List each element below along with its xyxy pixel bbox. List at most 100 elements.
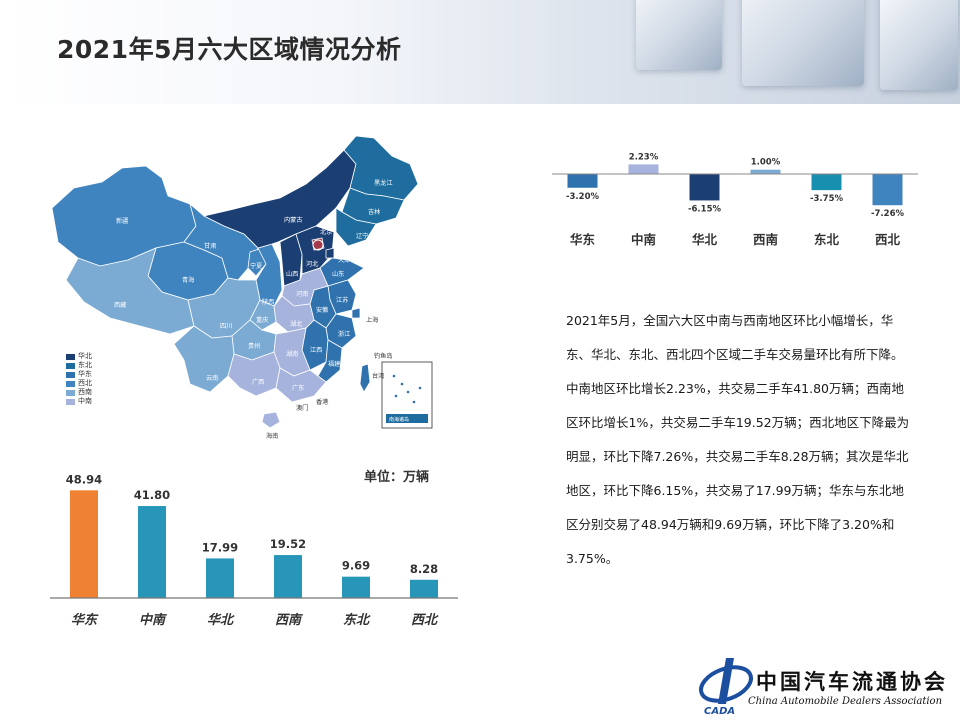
volume-bar [206,558,234,598]
mom-bar [750,169,781,174]
map-region-shanghai [351,307,361,319]
mom-value-label: -6.15% [688,204,721,214]
commentary-paragraph: 中南地区环比增长2.23%，共交易二手车41.80万辆；西南地区环比增长1%，共… [566,381,910,566]
map-label: 广西 [252,378,264,386]
mom-value-label: -3.20% [566,192,599,202]
volume-value-label: 41.80 [134,488,170,502]
map-label: 宁夏 [250,262,262,270]
map-label: 云南 [206,374,218,382]
mom-category-label: 西北 [875,232,901,247]
map-legend-item: 西南 [66,388,92,397]
header-cube-decoration [742,0,864,86]
map-region-yunnan [173,325,235,393]
mom-category-label: 中南 [631,232,657,247]
map-label: 澳门 [296,404,308,412]
south-china-sea-inset-label-bg [386,414,428,423]
legend-swatch-huadong [66,371,75,378]
logo-abbr: CADA [704,706,735,717]
map-legend-item: 东北 [66,361,92,370]
volume-value-label: 8.28 [410,562,438,576]
map-label: 上海 [366,316,378,324]
volume-category-label: 西南 [275,612,303,628]
unit-label: 单位：万辆 [364,470,430,485]
map-label: 新疆 [116,217,128,225]
cada-emblem-icon: CADA [699,658,753,717]
volume-value-label: 48.94 [66,472,102,486]
legend-swatch-huabei [66,353,75,360]
map-legend-item: 华北 [66,352,92,361]
legend-swatch-zhongnan [66,398,75,405]
volume-bar [70,490,98,598]
map-label: 贵州 [248,342,260,350]
map-region-tianjin [325,247,335,259]
map-region-liaoning [335,207,377,247]
map-region-hubei [273,295,315,333]
map-legend-label: 华北 [78,352,92,360]
map-label: 重庆 [256,316,268,324]
mom-bar [811,174,842,191]
header-cube-decoration [636,0,722,70]
volume-category-label: 西北 [411,613,439,628]
map-legend-label: 东北 [78,361,92,369]
map-label: 黑龙江 [374,179,393,187]
cada-logo: CADA 中国汽车流通协会 China Automobile Dealers A… [696,652,960,720]
logo-name-cn: 中国汽车流通协会 [756,669,948,694]
page-title: 2021年5月六大区域情况分析 [57,35,402,64]
map-label: 青海 [182,276,194,284]
mom-category-label: 华北 [692,232,718,247]
map-label: 四川 [220,323,232,330]
volume-category-label: 华东 [71,612,99,628]
map-label: 海南 [266,432,278,440]
map-label: 钓鱼岛 [374,352,393,360]
volume-value-label: 9.69 [342,559,370,573]
map-label: 甘肃 [204,242,216,250]
map-label: 内蒙古 [284,216,303,224]
header-cube-decoration [880,0,958,90]
volume-bar [342,576,370,598]
legend-swatch-dongbei [66,362,75,369]
map-legend-item: 华东 [66,370,92,379]
mom-change-bar-chart: -3.20% 华东 2.23% 中南 -6.15% 华北 1.00% 西南 -3.75% 东北 -7… [552,152,918,247]
map-label: 吉林 [368,208,380,216]
map-legend-item: 中南 [66,397,92,406]
volume-value-label: 19.52 [270,537,306,551]
mom-category-label: 东北 [814,232,840,247]
map-label: 西藏 [114,301,126,309]
map-label: 南海诸岛 [389,416,409,423]
mom-bar [567,174,598,188]
map-label: 湖南 [286,350,298,358]
map-label: 天津 [338,256,350,264]
map-legend-item: 西北 [66,379,92,388]
map-label: 河北 [306,260,319,268]
header-banner [0,0,960,104]
mom-value-label: 1.00% [751,158,781,168]
map-legend-label: 华东 [78,370,92,378]
commentary-paragraph: 2021年5月，全国六大区中南与西南地区环比小幅增长，华东、华北、东北、西北四个… [566,313,904,362]
mom-bar [628,164,659,174]
map-legend-label: 中南 [78,397,92,405]
volume-category-label: 华北 [207,612,235,628]
mom-value-label: -7.26% [871,209,904,219]
analysis-commentary: 2021年5月，全国六大区中南与西南地区环比小幅增长，华东、华北、东北、西北四个… [566,304,914,576]
china-region-map: 新疆 西藏 青海 甘肃 内蒙古 黑龙江 吉林 辽宁 北京 天津 河北 山西 山东… [44,130,444,440]
map-label: 北京 [320,228,332,236]
map-region-inner-mongolia [202,149,357,249]
capital-marker [312,239,324,251]
mom-value-label: -3.75% [810,194,843,204]
map-legend: 华北 东北 华东 西北 西南 中南 [66,352,92,406]
legend-swatch-xibei [66,380,75,387]
map-region-guangdong [275,367,327,403]
map-region-chongqing [249,299,277,331]
china-map-graphic: 新疆 西藏 青海 甘肃 内蒙古 黑龙江 吉林 辽宁 北京 天津 河北 山西 山东… [51,135,433,440]
map-label: 浙江 [338,330,350,338]
map-region-hainan [261,411,281,429]
map-region-heilongjiang [343,135,419,201]
map-label: 湖北 [290,320,303,328]
mom-bar [689,174,720,201]
volume-value-label: 17.99 [202,540,238,554]
map-legend-label: 西北 [78,379,92,387]
map-label: 河南 [296,290,308,298]
mom-bar [872,174,903,206]
map-label: 安徽 [316,306,329,314]
map-region-taiwan [359,363,371,393]
